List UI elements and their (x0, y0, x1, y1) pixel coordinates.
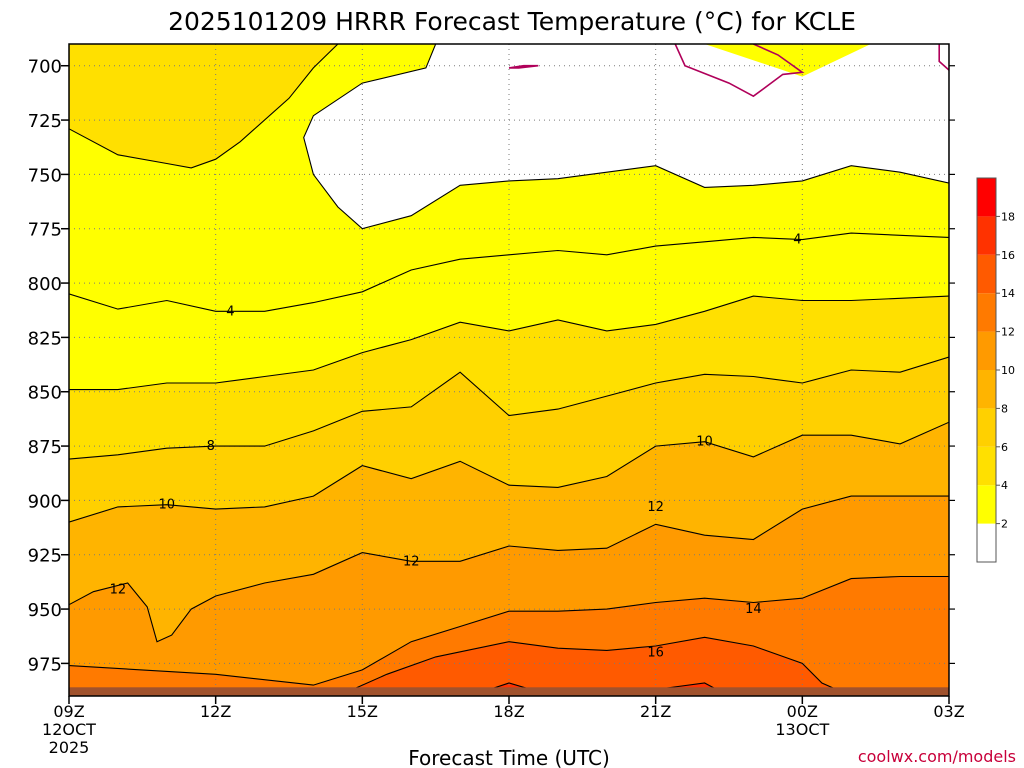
y-tick-label-950: 950 (28, 600, 62, 621)
y-tick-label-775: 775 (28, 220, 62, 241)
x-tick-date-09Z: 12OCT (42, 720, 96, 739)
ground-surface (69, 687, 949, 696)
contour-label-4: 10 (696, 435, 713, 450)
x-tick-label-18Z: 18Z (493, 702, 524, 721)
colorbar-label-10: 10 (1001, 364, 1015, 377)
x-tick-year-09Z: 2025 (49, 738, 90, 757)
contour-label-9: 16 (647, 646, 664, 661)
isotherm-8-4 (69, 356, 949, 460)
isotherm-2 (69, 44, 949, 230)
x-tick-label-12Z: 12Z (200, 702, 231, 721)
y-tick-label-725: 725 (28, 111, 62, 132)
x-axis-label: Forecast Time (UTC) (408, 746, 610, 768)
band-2-0 (69, 44, 949, 229)
contour-label-8: 14 (745, 602, 762, 617)
contour-label-2: 8 (207, 439, 215, 454)
chart-title: 2025101209 HRRR Forecast Temperature (°C… (168, 7, 856, 36)
colorbar-label-18: 18 (1001, 210, 1015, 223)
colorbar-swatch-5 (977, 331, 996, 370)
colorbar-swatch-1 (977, 485, 996, 524)
gridlines (68, 44, 950, 696)
isotherm-0-0 (674, 44, 805, 98)
colorbar-swatch-0 (977, 523, 996, 562)
x-tick-label-03Z: 03Z (933, 702, 964, 721)
colorbar-swatch-3 (977, 408, 996, 447)
isotherm-14-7 (69, 575, 949, 686)
band-16-8 (337, 637, 852, 696)
colorbar-label-2: 2 (1001, 518, 1008, 531)
x-tick-label-09Z: 09Z (53, 702, 84, 721)
colorbar-label-8: 8 (1001, 402, 1008, 415)
contour-label-6: 12 (403, 554, 420, 569)
y-tick-label-900: 900 (28, 491, 62, 512)
y-tick-label-975: 975 (28, 654, 62, 675)
isotherm-16-8 (337, 636, 852, 696)
colorbar-swatch-6 (977, 293, 996, 332)
isotherm-6-3 (69, 295, 949, 391)
colorbar-swatch-8 (977, 216, 996, 255)
colorbar-swatch-2 (977, 446, 996, 486)
y-tick-label-750: 750 (28, 165, 62, 186)
y-tick-label-925: 925 (28, 546, 62, 567)
x-tick-label-15Z: 15Z (347, 702, 378, 721)
contour-label-7: 12 (647, 500, 664, 515)
contour-label-5: 12 (110, 583, 127, 598)
isotherm-12-6 (69, 495, 949, 643)
x-tick-date-00Z: 13OCT (775, 720, 829, 739)
colorbar-swatch-9 (977, 178, 996, 217)
isotherm-0-2 (508, 64, 539, 69)
band-4-1 (69, 44, 338, 168)
credit-text: coolwx.com/models (858, 747, 1016, 766)
y-tick-label-875: 875 (28, 437, 62, 458)
colorbar-label-12: 12 (1001, 326, 1015, 339)
colorbar-label-6: 6 (1001, 441, 1008, 454)
contour-label-1: 4 (793, 233, 801, 248)
colorbar-label-16: 16 (1001, 249, 1015, 262)
y-axis-ticks: 700 725 750 775 800 825 850 875 900 925 950 975 (28, 57, 955, 675)
x-tick-label-21Z: 21Z (640, 702, 671, 721)
colorbar-swatch-4 (977, 370, 996, 409)
y-tick-label-700: 700 (28, 57, 62, 78)
y-tick-label-850: 850 (28, 383, 62, 404)
isotherm-0-1 (938, 44, 949, 71)
isotherm-lines (69, 44, 949, 696)
colorbar-swatch-7 (977, 254, 996, 294)
colorbar: 2 4 6 8 10 12 14 16 18 (976, 177, 1015, 563)
isotherm-4-1 (69, 44, 339, 169)
contour-label-0: 4 (226, 304, 234, 319)
colorbar-label-14: 14 (1001, 287, 1015, 300)
contour-label-3: 10 (159, 498, 176, 513)
isotherm-4-2 (69, 232, 949, 312)
y-tick-label-825: 825 (28, 328, 62, 349)
x-tick-label-00Z: 00Z (787, 702, 818, 721)
isotherm-10-5 (69, 421, 949, 523)
contour-labels: 4 4 8 10 10 12 12 12 14 16 (110, 233, 802, 661)
y-tick-label-800: 800 (28, 274, 62, 295)
colorbar-label-4: 4 (1001, 479, 1008, 492)
